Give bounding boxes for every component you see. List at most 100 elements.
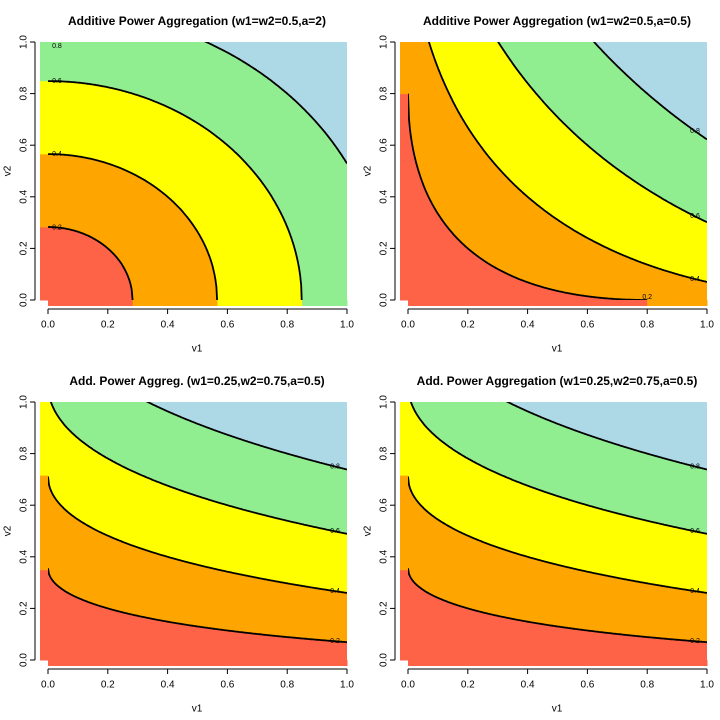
edge-strip xyxy=(400,522,408,528)
edge-strip xyxy=(502,660,509,666)
edge-strip xyxy=(282,300,288,306)
edge-strip xyxy=(412,300,419,306)
edge-strip xyxy=(400,115,408,120)
edge-strip xyxy=(52,660,59,666)
edge-strip xyxy=(400,287,408,292)
edge-strip xyxy=(400,509,408,515)
edge-strip xyxy=(40,119,48,125)
panel: Add. Power Aggregation (w1=0.25,w2=0.75,… xyxy=(363,374,715,715)
edge-strip xyxy=(202,300,208,306)
edge-strip xyxy=(77,300,84,306)
x-tick-label: 0.6 xyxy=(580,320,594,331)
y-tick-label: 0.2 xyxy=(379,241,390,255)
edge-strip xyxy=(40,244,48,249)
edge-strip xyxy=(400,205,408,211)
x-axis-label: v1 xyxy=(552,344,563,355)
edge-strip xyxy=(692,660,698,666)
x-tick-label: 1.0 xyxy=(700,320,714,331)
edge-strip xyxy=(527,660,534,666)
chart-title: Additive Power Aggregation (w1=w2=0.5,a=… xyxy=(423,14,691,28)
edge-strip xyxy=(447,660,454,666)
edge-strip xyxy=(552,660,558,666)
edge-strip xyxy=(477,660,484,666)
edge-strip xyxy=(40,440,48,446)
edge-strip xyxy=(567,660,573,666)
edge-strip xyxy=(400,414,408,420)
edge-strip xyxy=(400,158,408,163)
edge-strip xyxy=(592,660,598,666)
edge-strip xyxy=(67,300,74,306)
edge-strip xyxy=(400,175,408,181)
edge-strip xyxy=(400,85,408,90)
x-tick-label: 0.2 xyxy=(461,320,475,331)
edge-strip xyxy=(40,655,48,661)
edge-strip xyxy=(252,300,258,306)
edge-strip xyxy=(400,518,408,523)
edge-strip xyxy=(40,265,48,271)
contour-line xyxy=(145,402,347,471)
edge-strip xyxy=(400,617,408,622)
contour-line xyxy=(48,476,347,594)
edge-strip xyxy=(302,660,308,666)
contour-label: 0.4 xyxy=(690,588,700,595)
x-axis-label: v1 xyxy=(552,704,563,715)
edge-strip xyxy=(272,300,278,306)
edge-strip xyxy=(292,660,298,666)
edge-strip xyxy=(697,300,703,306)
edge-strip xyxy=(40,574,48,579)
edge-strip xyxy=(400,59,408,64)
edge-strip xyxy=(400,565,408,571)
edge-strip xyxy=(400,67,408,73)
edge-strip xyxy=(92,300,99,306)
edge-strip xyxy=(40,642,48,648)
edge-strip xyxy=(400,265,408,271)
contour-label: 0.8 xyxy=(330,463,340,470)
edge-strip xyxy=(167,660,174,666)
contour-line xyxy=(49,402,347,535)
edge-strip xyxy=(107,660,114,666)
edge-strip xyxy=(40,543,48,549)
edge-strip xyxy=(400,128,408,133)
y-tick-label: 0.4 xyxy=(19,549,30,563)
edge-strip xyxy=(400,436,408,442)
edge-strip xyxy=(422,660,429,666)
edge-strip xyxy=(197,300,203,306)
x-tick-label: 0.2 xyxy=(461,680,475,691)
x-tick-label: 1.0 xyxy=(700,680,714,691)
y-tick-label: 0.0 xyxy=(379,653,390,667)
edge-strip xyxy=(292,300,298,306)
edge-strip xyxy=(417,300,424,306)
panel: Additive Power Aggregation (w1=w2=0.5,a=… xyxy=(363,14,715,355)
edge-strip xyxy=(400,612,408,618)
edge-strip xyxy=(572,660,578,666)
y-tick-label: 0.6 xyxy=(19,498,30,512)
x-tick-label: 0.6 xyxy=(220,680,234,691)
panel: Add. Power Aggreg. (w1=0.25,w2=0.75,a=0.… xyxy=(3,374,355,714)
edge-strip xyxy=(400,295,408,301)
edge-strip xyxy=(477,300,484,306)
edge-strip xyxy=(400,625,408,631)
edge-strip xyxy=(40,153,48,159)
edge-strip xyxy=(487,300,494,306)
chart-title: Additive Power Aggregation (w1=w2=0.5,a=… xyxy=(68,14,326,28)
edge-strip xyxy=(400,634,408,639)
plot-area xyxy=(408,402,707,660)
edge-strip xyxy=(212,660,218,666)
edge-strip xyxy=(40,110,48,116)
edge-strip xyxy=(400,252,408,258)
edge-strip xyxy=(682,660,688,666)
edge-strip xyxy=(322,660,328,666)
y-tick-label: 1.0 xyxy=(19,395,30,409)
edge-strip xyxy=(642,660,648,666)
edge-strip xyxy=(48,660,54,666)
edge-strip xyxy=(627,300,633,306)
edge-strip xyxy=(40,634,48,639)
edge-strip xyxy=(40,89,48,95)
edge-strip xyxy=(40,457,48,463)
x-tick-label: 0.2 xyxy=(101,680,115,691)
edge-strip xyxy=(602,300,608,306)
edge-strip xyxy=(400,651,408,657)
edge-strip xyxy=(40,222,48,228)
edge-strip xyxy=(400,132,408,138)
